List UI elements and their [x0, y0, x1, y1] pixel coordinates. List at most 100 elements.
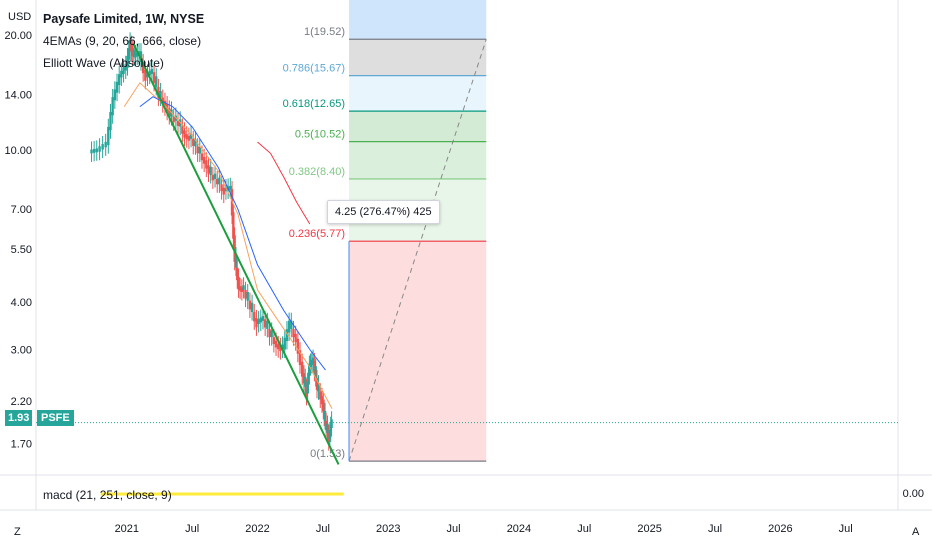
candle-body: [290, 320, 293, 329]
candle-body: [300, 361, 304, 377]
y-tick-label: 2.20: [11, 396, 32, 408]
candle-body: [183, 130, 186, 138]
candle-body: [92, 148, 96, 153]
fib-level-label: 0.786(15.67): [283, 63, 345, 75]
currency-label: USD: [8, 11, 32, 23]
candle-body: [298, 350, 302, 366]
y-tick-label: 1.70: [11, 439, 32, 451]
candle-body: [134, 53, 137, 58]
candle-body: [248, 300, 252, 310]
candle-body: [294, 333, 297, 343]
y-tick-label: 14.00: [4, 89, 32, 101]
candle-body: [306, 381, 309, 394]
last-price-badge: 1.93: [5, 410, 33, 426]
candle-body: [326, 423, 329, 433]
candle-body: [95, 148, 98, 153]
candle-body: [157, 86, 160, 98]
fib-level-label: 0.236(5.77): [289, 228, 345, 240]
candle-body: [130, 43, 133, 52]
candle-body: [272, 337, 276, 344]
candle-body: [202, 156, 206, 164]
candle-body: [141, 62, 145, 74]
candle-body: [317, 383, 320, 392]
candle-body: [234, 255, 238, 268]
x-tick-label: Jul: [447, 523, 461, 535]
candle-body: [311, 357, 315, 363]
candle-body: [168, 108, 171, 117]
candle-body: [324, 420, 328, 431]
candle-body: [244, 289, 247, 299]
candle-body: [268, 328, 271, 338]
candle-body: [279, 345, 282, 352]
candle-body: [109, 111, 112, 131]
elliott-wave-label[interactable]: Elliott Wave (Absolute): [43, 56, 164, 70]
fib-level-label: 0.618(12.65): [283, 98, 345, 110]
candle-body: [181, 126, 184, 134]
ema-line-1: [139, 96, 326, 371]
candle-body: [238, 286, 242, 291]
fib-level-label: 0.5(10.52): [295, 129, 345, 141]
ema-indicator-label[interactable]: 4EMAs (9, 20, 66, 666, close): [43, 34, 202, 48]
ema-line-0: [123, 82, 333, 409]
candle-body: [266, 320, 269, 329]
candle-body: [285, 329, 289, 342]
y-tick-label: 10.00: [4, 145, 32, 157]
macd-indicator-label[interactable]: macd (21, 251, close, 9): [43, 488, 172, 502]
candle-body: [322, 400, 325, 411]
candle-body: [187, 135, 191, 141]
candle-body: [98, 146, 101, 152]
candle-body: [310, 359, 313, 365]
x-tick-label: Jul: [577, 523, 591, 535]
candle-body: [117, 74, 121, 86]
auto-scale-button[interactable]: A: [912, 526, 920, 538]
macd-value: 0.00: [902, 488, 924, 500]
candle-body: [328, 430, 332, 439]
candle-body: [257, 319, 260, 324]
candle-body: [152, 72, 156, 83]
candle-body: [302, 373, 306, 384]
candle-body: [224, 187, 228, 192]
candle-body: [283, 337, 286, 350]
candle-body: [128, 40, 132, 52]
x-tick-label: Jul: [185, 523, 199, 535]
fib-zone-1: [349, 75, 487, 112]
candle-body: [209, 166, 212, 176]
fib-zone-3: [349, 141, 487, 179]
x-tick-label: 2021: [115, 523, 139, 535]
candle-body: [126, 56, 129, 68]
timezone-button[interactable]: Z: [14, 526, 21, 538]
candle-body: [185, 134, 188, 140]
candle-body: [124, 63, 127, 71]
candle-body: [148, 70, 151, 76]
candle-body: [111, 97, 114, 116]
candle-body: [161, 97, 164, 105]
candle-body: [222, 187, 225, 195]
candle-body: [307, 372, 310, 385]
candle-body: [131, 48, 134, 57]
x-tick-label: 2022: [245, 523, 269, 535]
y-tick-label: 3.00: [11, 345, 32, 357]
candle-body: [192, 138, 195, 146]
candle-body: [296, 338, 300, 354]
measure-tooltip: 4.25 (276.47%) 425: [327, 200, 440, 224]
candle-body: [270, 330, 273, 338]
candle-body: [132, 49, 136, 58]
candle-body: [139, 51, 143, 63]
fib-zone-5: [349, 241, 487, 462]
candle-body: [218, 177, 221, 185]
candle-body: [240, 287, 244, 292]
fib-zone-top: [349, 0, 487, 40]
candle-body: [261, 316, 265, 321]
candle-body: [107, 126, 110, 146]
x-tick-label: 2026: [768, 523, 792, 535]
candle-body: [115, 81, 119, 93]
x-tick-label: Jul: [708, 523, 722, 535]
x-tick-label: 2024: [507, 523, 531, 535]
candle-body: [320, 396, 324, 405]
candle-body: [263, 319, 267, 328]
candle-body: [101, 144, 104, 150]
candle-body: [246, 292, 249, 301]
candle-body: [255, 318, 258, 328]
ema-line-2: [257, 141, 311, 225]
